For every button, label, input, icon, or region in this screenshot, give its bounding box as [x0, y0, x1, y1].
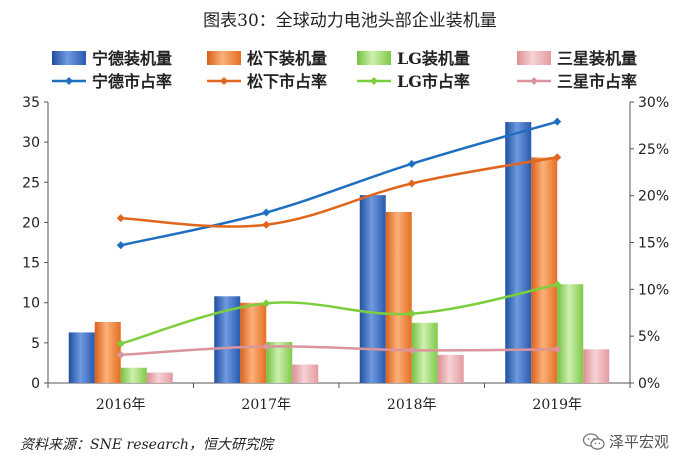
y-right-tick-label: 25%	[638, 142, 669, 158]
bar-LG装机量	[266, 342, 293, 383]
x-tick-label: 2019年	[532, 397, 582, 413]
legend-item: 宁德市占率	[52, 72, 172, 91]
bar-LG装机量	[411, 322, 438, 383]
x-tick-label: 2017年	[241, 397, 291, 413]
point-宁德市占率	[407, 159, 416, 168]
y-left-tick-label: 30	[22, 135, 40, 151]
legend-marker	[65, 77, 73, 85]
line-三星市占率	[120, 345, 558, 357]
legend-label: 宁德市占率	[92, 72, 172, 91]
bar-LG装机量	[120, 367, 147, 383]
point-LG市占率	[116, 339, 125, 348]
point-宁德市占率	[262, 208, 271, 217]
watermark-text: 泽平宏观	[609, 433, 670, 451]
point-松下市占率	[553, 153, 562, 162]
point-三星市占率	[116, 350, 125, 359]
legend-item: 松下市占率	[207, 72, 327, 91]
legend-item: 宁德装机量	[52, 49, 172, 68]
legend-swatch	[357, 51, 391, 65]
legend-label: 松下市占率	[247, 72, 327, 91]
legend-marker	[220, 77, 228, 85]
point-三星市占率	[262, 342, 271, 351]
line-宁德市占率	[120, 120, 558, 247]
y-right-tick-label: 0%	[638, 376, 660, 392]
y-left-tick-label: 20	[22, 215, 40, 231]
bar-三星装机量	[437, 354, 464, 383]
y-right-tick-label: 20%	[638, 189, 669, 205]
wechat-icon	[583, 432, 605, 450]
legend-swatch	[52, 51, 86, 65]
bar-松下装机量	[385, 211, 412, 383]
point-LG市占率	[553, 280, 562, 289]
point-松下市占率	[407, 179, 416, 188]
y-right-tick-label: 30%	[638, 95, 669, 111]
source-note: 资料来源：SNE research，恒大研究院	[20, 437, 273, 453]
legend-swatch	[517, 51, 551, 65]
bar-松下装机量	[240, 302, 267, 383]
legend-label: 松下装机量	[247, 49, 327, 68]
bar-三星装机量	[583, 349, 610, 383]
legend-label: 三星装机量	[557, 49, 637, 68]
point-三星市占率	[407, 346, 416, 355]
legend-item: 三星装机量	[517, 49, 637, 68]
y-left-tick-label: 15	[22, 256, 40, 272]
line-LG市占率	[120, 283, 558, 345]
bar-LG装机量	[557, 284, 584, 383]
y-left-tick-label: 0	[31, 376, 40, 392]
legend-item: 三星市占率	[517, 72, 637, 91]
legend-label: 宁德装机量	[92, 49, 172, 68]
point-三星市占率	[553, 345, 562, 354]
bar-宁德装机量	[68, 332, 95, 383]
legend-item: LG市占率	[357, 72, 470, 91]
y-left-tick-label: 5	[31, 336, 40, 352]
point-宁德市占率	[553, 117, 562, 126]
legend-label: LG装机量	[397, 49, 470, 68]
y-right-tick-label: 15%	[638, 236, 669, 252]
y-left-tick-label: 35	[22, 95, 40, 111]
bar-三星装机量	[292, 364, 319, 383]
point-松下市占率	[262, 220, 271, 229]
point-LG市占率	[407, 309, 416, 318]
legend-marker	[530, 77, 538, 85]
bar-松下装机量	[531, 157, 558, 383]
y-right-tick-label: 10%	[638, 282, 669, 298]
point-宁德市占率	[116, 241, 125, 250]
x-tick-label: 2018年	[387, 397, 437, 413]
legend-marker	[370, 77, 378, 85]
bar-宁德装机量	[359, 195, 386, 383]
y-right-tick-label: 5%	[638, 329, 660, 345]
x-tick-label: 2016年	[96, 397, 146, 413]
y-left-tick-label: 10	[22, 296, 40, 312]
legend-label: LG市占率	[397, 72, 470, 91]
bar-三星装机量	[146, 372, 173, 383]
y-left-tick-label: 25	[22, 175, 40, 191]
point-松下市占率	[116, 214, 125, 223]
legend-item: 松下装机量	[207, 49, 327, 68]
legend-swatch	[207, 51, 241, 65]
bar-松下装机量	[94, 321, 121, 383]
legend-item: LG装机量	[357, 49, 470, 68]
line-松下市占率	[120, 156, 558, 228]
legend-label: 三星市占率	[557, 72, 637, 91]
figure-title: 图表30：全球动力电池头部企业装机量	[203, 11, 497, 31]
point-LG市占率	[262, 299, 271, 308]
watermark: 泽平宏观	[583, 431, 669, 452]
